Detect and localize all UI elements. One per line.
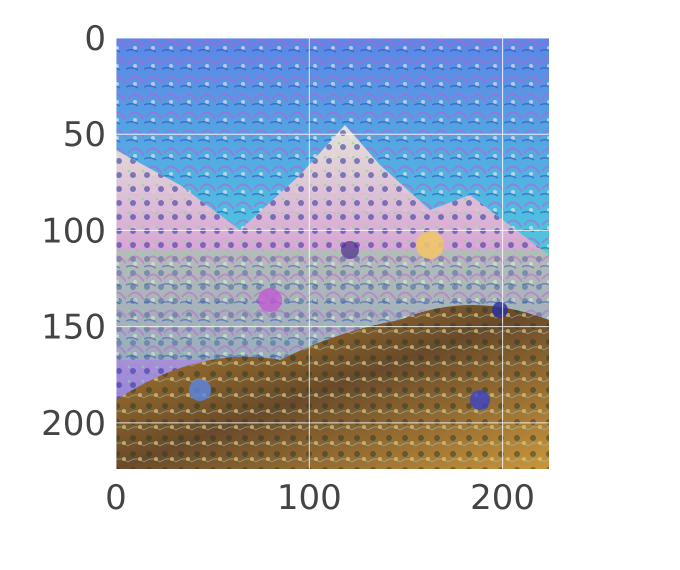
y-tick-label: 100 (41, 211, 106, 251)
grid (116, 38, 549, 469)
orb (470, 390, 490, 410)
y-tick-label: 200 (41, 404, 106, 444)
x-tick-label: 100 (277, 478, 342, 518)
x-axis: 0 100 200 (105, 478, 535, 518)
x-tick-label: 200 (470, 478, 535, 518)
y-tick-label: 150 (41, 308, 106, 348)
x-tick-label: 0 (105, 478, 127, 518)
orb (341, 241, 359, 259)
orb (492, 302, 508, 318)
orb (416, 231, 444, 259)
orb (258, 288, 282, 312)
y-axis: 0 50 100 150 200 (41, 19, 106, 444)
y-tick-label: 0 (84, 19, 106, 59)
orb (189, 379, 211, 401)
ground-texture (116, 305, 549, 469)
dream-image (116, 38, 549, 469)
y-tick-label: 50 (63, 115, 106, 155)
